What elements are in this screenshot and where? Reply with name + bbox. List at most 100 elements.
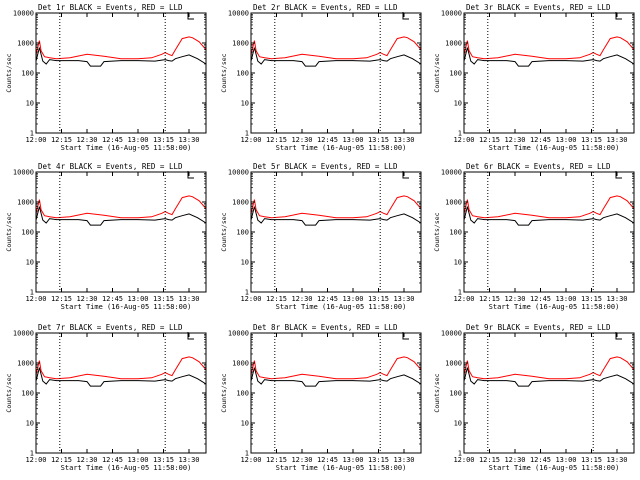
x-tick-label: 12:15 [51,456,72,464]
y-axis-label: Counts/sec [433,212,441,251]
x-tick-label: 13:00 [127,456,148,464]
x-tick-label: 12:00 [453,136,474,144]
y-tick-label: 10 [26,259,34,267]
range-bracket-mark [615,171,622,179]
series-line-lld [463,36,635,60]
x-tick-label: 12:15 [479,456,500,464]
x-tick-label: 12:00 [25,136,46,144]
y-axis-label: Counts/sec [5,373,13,412]
plot-frame [250,332,422,454]
detector-panel-8: Det 8r BLACK = Events, RED = LLD 1 10 100 10… [220,323,422,472]
x-tick-label: 13:15 [153,295,174,303]
x-tick-label: 12:30 [76,295,97,303]
y-tick-label: 10 [454,420,462,428]
detector-panel-2: Det 2r BLACK = Events, RED = LLD 1 10 100 10… [220,3,422,152]
range-bracket-mark [187,171,194,179]
series-line-events [35,367,207,387]
x-tick-label: 12:30 [76,136,97,144]
x-tick-label: 12:30 [291,136,312,144]
x-tick-label: 12:45 [317,295,338,303]
x-tick-label: 13:00 [127,295,148,303]
y-tick-label: 10000 [228,330,249,338]
y-tick-label: 1 [30,289,34,297]
x-tick-label: 12:15 [51,295,72,303]
x-tick-label: 13:00 [342,456,363,464]
x-tick-label: 13:15 [153,456,174,464]
x-tick-label: 13:30 [178,136,199,144]
x-tick-label: 12:30 [504,295,525,303]
y-axis-label: Counts/sec [5,53,13,92]
y-tick-label: 1000 [232,199,249,207]
y-axis-label: Counts/sec [433,53,441,92]
y-tick-label: 100 [236,229,249,237]
x-tick-label: 12:00 [453,295,474,303]
series-line-lld [35,195,207,219]
x-tick-label: 13:30 [393,295,414,303]
x-tick-label: 12:45 [102,295,123,303]
x-axis-label: Start Time (16-Aug-05 11:58:00) [61,303,192,311]
x-tick-label: 12:30 [291,295,312,303]
plot-frame [463,171,635,293]
series-line-lld [35,36,207,60]
detector-panel-6: Det 6r BLACK = Events, RED = LLD 1 10 100 10… [433,162,635,311]
x-tick-label: 13:30 [606,136,627,144]
plot-frame [250,171,422,293]
x-tick-label: 13:15 [153,136,174,144]
panel-title: Det 9r BLACK = Events, RED = LLD [466,323,611,332]
x-tick-label: 13:00 [555,295,576,303]
panel-title: Det 2r BLACK = Events, RED = LLD [253,3,398,12]
y-tick-label: 10000 [13,330,34,338]
x-tick-label: 12:00 [25,295,46,303]
y-tick-label: 1000 [232,40,249,48]
x-tick-label: 12:00 [240,295,261,303]
y-tick-label: 1000 [445,360,462,368]
x-tick-label: 13:15 [581,295,602,303]
y-tick-label: 10000 [441,169,462,177]
x-tick-label: 13:15 [581,136,602,144]
y-tick-label: 10 [26,100,34,108]
x-tick-label: 13:15 [368,295,389,303]
x-tick-label: 13:15 [368,456,389,464]
y-tick-label: 1 [245,450,249,458]
y-axis-label: Counts/sec [5,212,13,251]
x-tick-label: 12:45 [530,136,551,144]
y-tick-label: 100 [21,390,34,398]
series-line-lld [250,195,422,219]
series-line-events [463,206,635,226]
x-tick-label: 12:15 [266,136,287,144]
series-line-events [35,206,207,226]
y-tick-label: 1 [245,130,249,138]
panel-title: Det 1r BLACK = Events, RED = LLD [38,3,183,12]
detector-panel-5: Det 5r BLACK = Events, RED = LLD 1 10 100 10… [220,162,422,311]
y-tick-label: 10000 [441,10,462,18]
x-tick-label: 12:00 [240,136,261,144]
y-tick-label: 10 [26,420,34,428]
series-line-events [463,47,635,67]
x-tick-label: 12:00 [240,456,261,464]
x-axis-label: Start Time (16-Aug-05 11:58:00) [276,144,407,152]
y-tick-label: 100 [449,390,462,398]
y-tick-label: 100 [236,70,249,78]
x-tick-label: 13:30 [393,456,414,464]
series-line-lld [35,356,207,380]
x-axis-label: Start Time (16-Aug-05 11:58:00) [276,464,407,472]
x-tick-label: 12:15 [51,136,72,144]
series-line-events [250,47,422,67]
y-tick-label: 100 [236,390,249,398]
series-line-events [35,47,207,67]
y-axis-label: Counts/sec [433,373,441,412]
y-tick-label: 10 [241,420,249,428]
x-tick-label: 12:45 [530,456,551,464]
range-bracket-mark [187,332,194,340]
y-axis-label: Counts/sec [220,373,228,412]
range-bracket-mark [187,12,194,20]
x-axis-label: Start Time (16-Aug-05 11:58:00) [276,303,407,311]
x-tick-label: 13:00 [555,456,576,464]
series-line-lld [463,356,635,380]
y-tick-label: 1 [30,130,34,138]
x-tick-label: 13:30 [606,295,627,303]
x-tick-label: 12:30 [291,456,312,464]
y-tick-label: 1000 [17,40,34,48]
plot-frame [463,12,635,134]
